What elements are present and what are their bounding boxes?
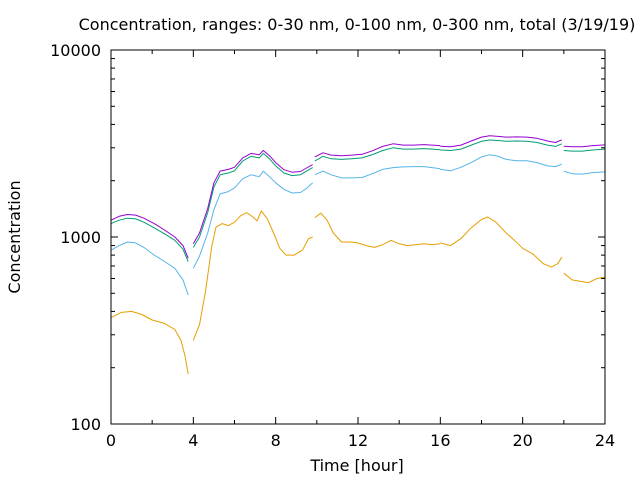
y-tick-label: 10000 bbox=[50, 41, 101, 60]
series-1-segment-4 bbox=[440, 216, 563, 268]
series-2-segment-4 bbox=[440, 154, 562, 172]
series-4-segment-2 bbox=[192, 150, 313, 245]
series-2-segment-2 bbox=[192, 170, 314, 269]
axis-ticks bbox=[110, 49, 606, 425]
series-3-segment-3 bbox=[314, 147, 441, 162]
series-2-segment-5 bbox=[563, 170, 606, 175]
series-1-segment-1 bbox=[110, 310, 189, 375]
series-4-segment-3 bbox=[314, 143, 441, 158]
x-tick-label: 4 bbox=[188, 431, 198, 450]
chart-title: Concentration, ranges: 0-30 nm, 0-100 nm… bbox=[79, 15, 636, 34]
series-4-segment-1 bbox=[110, 214, 189, 259]
series-4-segment-5 bbox=[563, 144, 606, 148]
x-tick-label: 16 bbox=[430, 431, 450, 450]
series-4-segment-4 bbox=[440, 135, 562, 148]
y-tick-label: 1000 bbox=[60, 228, 101, 247]
series-3-segment-1 bbox=[110, 217, 189, 262]
series-2-segment-3 bbox=[314, 166, 441, 179]
series-3-segment-2 bbox=[192, 152, 313, 248]
series-2-segment-1 bbox=[110, 241, 189, 296]
plot-area bbox=[110, 135, 606, 375]
x-tick-label: 20 bbox=[512, 431, 532, 450]
y-tick-label: 100 bbox=[70, 415, 101, 434]
x-tick-label: 8 bbox=[271, 431, 281, 450]
x-tick-label: 12 bbox=[348, 431, 368, 450]
x-axis-label: Time [hour] bbox=[309, 456, 403, 475]
series-3-segment-4 bbox=[440, 139, 562, 151]
x-tick-label: 0 bbox=[106, 431, 116, 450]
x-tick-labels: 0 4 8 12 16 20 24 bbox=[106, 431, 615, 450]
x-tick-label: 24 bbox=[595, 431, 615, 450]
series-1-segment-2 bbox=[192, 210, 313, 341]
series-1-segment-3 bbox=[314, 212, 441, 248]
y-tick-labels: 100 1000 10000 bbox=[50, 41, 101, 434]
series-3-segment-5 bbox=[563, 148, 606, 152]
series-1-segment-5 bbox=[563, 272, 606, 284]
y-axis-label: Concentration bbox=[5, 180, 24, 293]
